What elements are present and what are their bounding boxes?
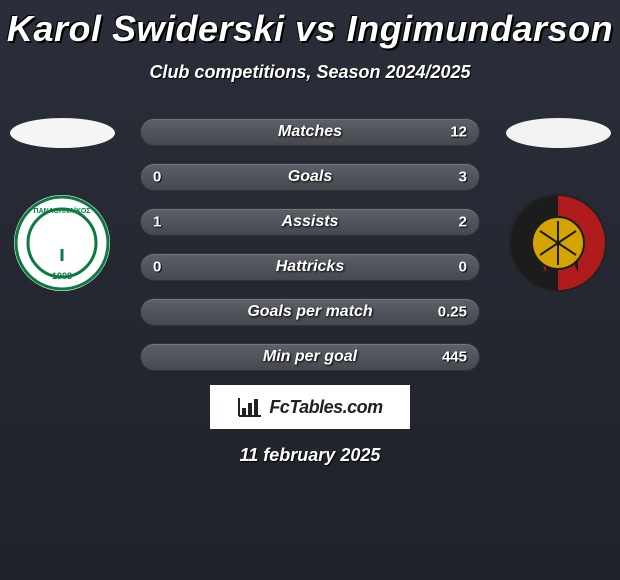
brand-text: FcTables.com <box>269 397 382 418</box>
svg-text:ΠΑΝΑΘΗΝΑΪΚΟΣ: ΠΑΝΑΘΗΝΑΪΚΟΣ <box>34 207 91 215</box>
stat-left-value: 1 <box>153 214 161 231</box>
stat-right-value: 12 <box>450 124 467 141</box>
stat-row-min-per-goal: Min per goal 445 <box>140 343 480 371</box>
stat-right-value: 3 <box>459 169 467 186</box>
right-player-column <box>498 118 618 298</box>
page-title: Karol Swiderski vs Ingimundarson <box>0 0 620 50</box>
brand-badge: FcTables.com <box>210 385 410 429</box>
stat-label: Assists <box>282 213 339 231</box>
right-club-logo <box>508 193 608 298</box>
stat-label: Min per goal <box>263 348 357 366</box>
stat-row-matches: Matches 12 <box>140 118 480 146</box>
stat-label: Goals per match <box>247 303 372 321</box>
stat-row-assists: 1 Assists 2 <box>140 208 480 236</box>
stat-right-value: 445 <box>442 349 467 366</box>
stat-row-goals-per-match: Goals per match 0.25 <box>140 298 480 326</box>
stat-row-goals: 0 Goals 3 <box>140 163 480 191</box>
stat-row-hattricks: 0 Hattricks 0 <box>140 253 480 281</box>
subtitle: Club competitions, Season 2024/2025 <box>0 62 620 83</box>
stat-label: Goals <box>288 168 332 186</box>
svg-text:1908: 1908 <box>52 271 72 281</box>
left-player-photo <box>10 118 115 148</box>
left-club-logo: ΠΑΝΑΘΗΝΑΪΚΟΣ 1908 <box>12 193 112 298</box>
comparison-container: ΠΑΝΑΘΗΝΑΪΚΟΣ 1908 Matches 12 0 Goals 3 1 <box>0 118 620 371</box>
right-player-photo <box>506 118 611 148</box>
date-text: 11 february 2025 <box>0 445 620 466</box>
stat-label: Matches <box>278 123 342 141</box>
stat-left-value: 0 <box>153 169 161 186</box>
stat-label: Hattricks <box>276 258 344 276</box>
stat-right-value: 2 <box>459 214 467 231</box>
stat-left-value: 0 <box>153 259 161 276</box>
left-player-column: ΠΑΝΑΘΗΝΑΪΚΟΣ 1908 <box>2 118 122 298</box>
stat-bars: Matches 12 0 Goals 3 1 Assists 2 0 Hattr… <box>140 118 480 371</box>
bar-chart-icon <box>237 396 263 418</box>
stat-right-value: 0 <box>459 259 467 276</box>
stat-right-value: 0.25 <box>438 304 467 321</box>
